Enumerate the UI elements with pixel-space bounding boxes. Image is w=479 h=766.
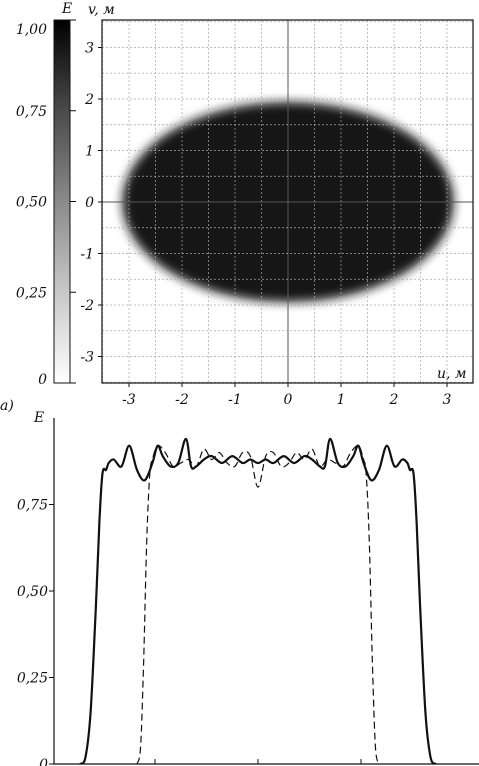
heatmap-x-ticks: -3 -2 -1 0 1 2 3 xyxy=(122,383,452,408)
heatmap-grid xyxy=(102,20,473,383)
colorbar-tick-label: 0,25 xyxy=(16,285,47,301)
profile-y-axis-label: E xyxy=(33,410,44,426)
heatmap-x-tick-label: -2 xyxy=(175,392,189,408)
profile-y-tick-label: 0,50 xyxy=(17,584,48,600)
profile-x-ticks xyxy=(154,759,362,764)
heatmap-y-axis-label: v, м xyxy=(88,2,115,18)
heatmap-y-tick-label: -2 xyxy=(80,298,94,314)
heatmap-x-tick-label: 0 xyxy=(284,392,293,408)
colorbar: E 1,00 0,75 0,50 0,25 0 xyxy=(16,1,76,388)
heatmap-y-tick-label: 2 xyxy=(84,92,94,108)
profile-y-tick-label: 0 xyxy=(39,757,48,766)
heatmap-y-tick-label: -1 xyxy=(80,247,94,263)
colorbar-ticks: 1,00 0,75 0,50 0,25 0 xyxy=(16,19,76,388)
profile-y-ticks: 0,75 0,50 0,25 0 xyxy=(17,498,54,766)
heatmap-x-tick-label: -1 xyxy=(228,392,242,408)
profile-series xyxy=(79,437,437,765)
heatmap-panel: -3 -2 -1 0 1 2 3 3 2 1 0 -1 -2 -3 v, м u, м xyxy=(80,2,474,408)
profile-y-tick-label: 0,75 xyxy=(17,498,48,514)
colorbar-tick-label: 0 xyxy=(38,372,47,388)
panel-label: a) xyxy=(0,398,14,414)
colorbar-tick-label: 0,75 xyxy=(16,104,47,120)
heatmap-x-tick-label: 2 xyxy=(389,392,399,408)
heatmap-x-tick-label: 1 xyxy=(337,392,346,408)
heatmap-y-tick-label: -3 xyxy=(80,350,94,366)
profile-series-dashed-line xyxy=(136,444,380,765)
profile-y-tick-label: 0,25 xyxy=(17,671,48,687)
heatmap-x-axis-label: u, м xyxy=(437,366,467,382)
heatmap-x-tick-label: -3 xyxy=(122,392,136,408)
colorbar-label: E xyxy=(61,1,72,17)
colorbar-gradient xyxy=(53,19,71,384)
heatmap-y-tick-label: 3 xyxy=(85,41,94,57)
profile-series-solid-line xyxy=(79,437,437,765)
colorbar-tick-label: 0,50 xyxy=(16,195,47,211)
colorbar-tick-label: 1,00 xyxy=(16,22,47,38)
heatmap-y-tick-label: 0 xyxy=(85,195,94,211)
heatmap-y-tick-label: 1 xyxy=(85,144,94,160)
profile-panel: E 0,75 0,50 0,25 0 xyxy=(17,410,479,766)
heatmap-y-ticks: 3 2 1 0 -1 -2 -3 xyxy=(80,41,102,366)
heatmap-x-tick-label: 3 xyxy=(443,392,452,408)
